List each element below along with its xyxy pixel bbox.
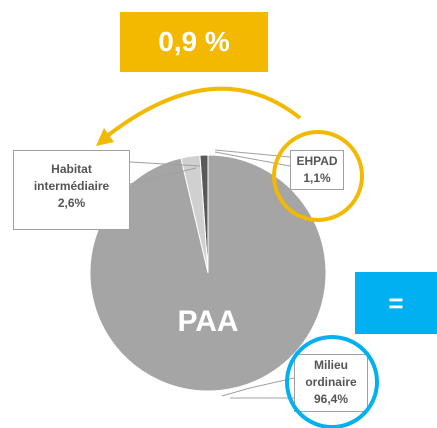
arrow-head: [96, 128, 114, 146]
center-label: PAA: [177, 305, 238, 338]
category-label: Milieu ordinaire: [305, 358, 357, 389]
category-label: Habitat intermédiaire: [33, 162, 110, 193]
slice-label: Habitat intermédiaire 2,6%: [13, 150, 130, 230]
value-label: 1,1%: [303, 171, 331, 185]
leader-lines: [129, 149, 295, 399]
value-label: 96,4%: [313, 392, 349, 406]
annotation-box: =: [355, 272, 437, 334]
category-label: EHPAD: [296, 154, 338, 168]
highlight-circle: [272, 130, 364, 222]
slice-label: EHPAD 1,1%: [290, 150, 344, 190]
value-label: 2,6%: [57, 196, 86, 210]
slices: [89, 154, 327, 392]
arrow: [100, 86, 302, 142]
slice-label: Milieu ordinaire 96,4%: [294, 354, 368, 412]
annotation-box: 0,9 %: [120, 12, 268, 72]
